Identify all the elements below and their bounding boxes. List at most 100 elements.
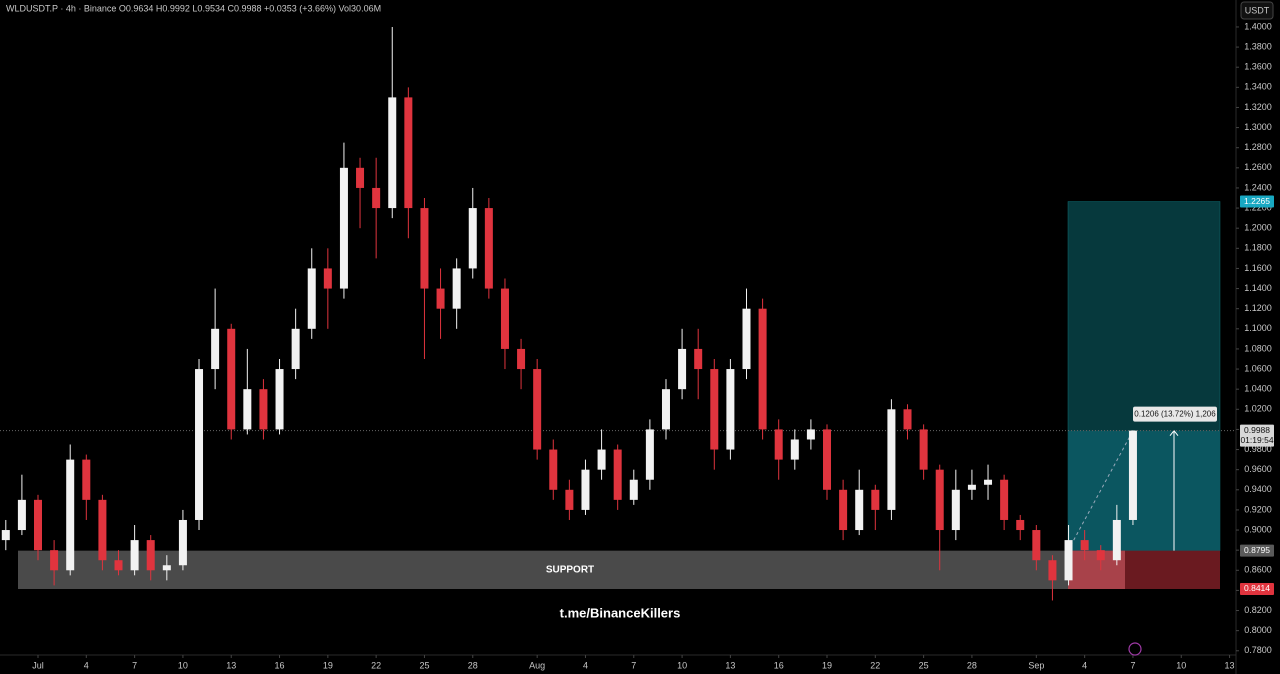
x-tick-label: 28 xyxy=(468,660,478,670)
x-tick-label: 7 xyxy=(132,660,137,670)
y-tick-label: 0.9600 xyxy=(1244,464,1272,474)
candle-body xyxy=(1000,479,1009,520)
candle-body xyxy=(1128,430,1137,520)
candle-body xyxy=(468,208,477,269)
x-tick-label: 4 xyxy=(1082,660,1087,670)
candle-body xyxy=(82,459,91,500)
y-tick-label: 0.7800 xyxy=(1244,645,1272,655)
y-tick-label: 1.0600 xyxy=(1244,363,1272,373)
candle-body xyxy=(146,540,155,571)
candle-body xyxy=(1048,560,1057,581)
watermark: t.me/BinanceKillers xyxy=(560,605,681,620)
support-zone xyxy=(18,550,1220,589)
y-tick-label: 0.8200 xyxy=(1244,605,1272,615)
y-tick-label: 1.0400 xyxy=(1244,384,1272,394)
last-price-bg xyxy=(1240,424,1274,447)
y-tick-label: 0.9400 xyxy=(1244,484,1272,494)
x-tick-label: 22 xyxy=(371,660,381,670)
x-tick-label: 4 xyxy=(84,660,89,670)
y-tick-label: 1.2800 xyxy=(1244,142,1272,152)
candle-body xyxy=(581,469,590,510)
candle-body xyxy=(436,288,445,309)
currency-button[interactable] xyxy=(1240,1,1274,20)
candle-body xyxy=(243,389,252,430)
x-tick-label: 7 xyxy=(1130,660,1135,670)
candle-body xyxy=(1,530,10,541)
candle-body xyxy=(372,187,381,209)
x-tick-label: 10 xyxy=(677,660,687,670)
support-label: SUPPORT xyxy=(546,564,594,575)
y-tick-label: 1.3800 xyxy=(1244,41,1272,51)
y-tick-label: 1.3000 xyxy=(1244,122,1272,132)
candle-body xyxy=(307,268,316,329)
candle-body xyxy=(903,409,912,430)
y-tick-label: 1.1800 xyxy=(1244,243,1272,253)
candle-body xyxy=(211,328,220,370)
candle-body xyxy=(452,268,461,309)
x-tick-label: 19 xyxy=(822,660,832,670)
y-tick-label: 1.3600 xyxy=(1244,62,1272,72)
candle-body xyxy=(1112,519,1121,561)
x-tick-label: 25 xyxy=(419,660,429,670)
x-tick-label: 22 xyxy=(870,660,880,670)
candle-body xyxy=(50,550,59,571)
y-tick-label: 1.1200 xyxy=(1244,303,1272,313)
x-tick-label: 10 xyxy=(1176,660,1186,670)
y-tick-label: 1.2000 xyxy=(1244,223,1272,233)
candle-body xyxy=(951,489,960,531)
x-tick-label: 16 xyxy=(774,660,784,670)
currency-label[interactable]: USDT xyxy=(1245,5,1270,15)
candle-body xyxy=(597,449,606,470)
candle-body xyxy=(790,439,799,460)
profit-fill xyxy=(1068,430,1220,551)
candle-body xyxy=(565,489,574,510)
y-tick-label: 1.2400 xyxy=(1244,182,1272,192)
y-tick-label: 1.4000 xyxy=(1244,21,1272,31)
x-tick-label: Sep xyxy=(1028,660,1044,670)
x-tick-label: 4 xyxy=(583,660,588,670)
y-tick-label: 1.0200 xyxy=(1244,404,1272,414)
x-tick-label: 25 xyxy=(919,660,929,670)
candle-body xyxy=(517,348,526,370)
candle-body xyxy=(710,369,719,450)
candle-body xyxy=(984,479,993,485)
x-tick-label: Jul xyxy=(32,660,44,670)
candle-body xyxy=(130,540,139,571)
candle-body xyxy=(1080,540,1089,551)
y-tick-label: 1.3200 xyxy=(1244,102,1272,112)
trend-dashed xyxy=(1067,430,1134,551)
candle-body xyxy=(774,429,783,460)
candle-body xyxy=(1032,530,1041,561)
candle-body xyxy=(645,429,654,480)
y-tick-label: 1.0800 xyxy=(1244,343,1272,353)
candle-body xyxy=(162,565,171,571)
candle-body xyxy=(388,97,397,209)
stop-price-label-bg xyxy=(1240,582,1274,595)
candle-body xyxy=(549,449,558,490)
y-tick-label: 1.1600 xyxy=(1244,263,1272,273)
x-tick-label: 13 xyxy=(725,660,735,670)
candle-body xyxy=(500,288,509,349)
candle-body xyxy=(1096,550,1105,561)
candle-body xyxy=(823,429,832,490)
candle-body xyxy=(356,167,365,188)
candle-body xyxy=(114,560,123,571)
candle-body xyxy=(34,499,43,551)
candle-body xyxy=(227,328,236,430)
candle-body xyxy=(661,389,670,430)
x-tick-label: Aug xyxy=(529,660,545,670)
candle-body xyxy=(726,369,735,450)
x-tick-label: 13 xyxy=(226,660,236,670)
x-tick-label: 10 xyxy=(178,660,188,670)
measure-box xyxy=(1133,406,1217,422)
candle-body xyxy=(275,369,284,430)
x-tick-label: 28 xyxy=(967,660,977,670)
candle-body xyxy=(98,499,107,561)
candle-body xyxy=(291,328,300,370)
candle-body xyxy=(259,389,268,430)
candle-body xyxy=(420,208,429,289)
candle-body xyxy=(871,489,880,510)
measure-label: 0.1206 (13.72%) 1,206 xyxy=(1134,410,1216,419)
